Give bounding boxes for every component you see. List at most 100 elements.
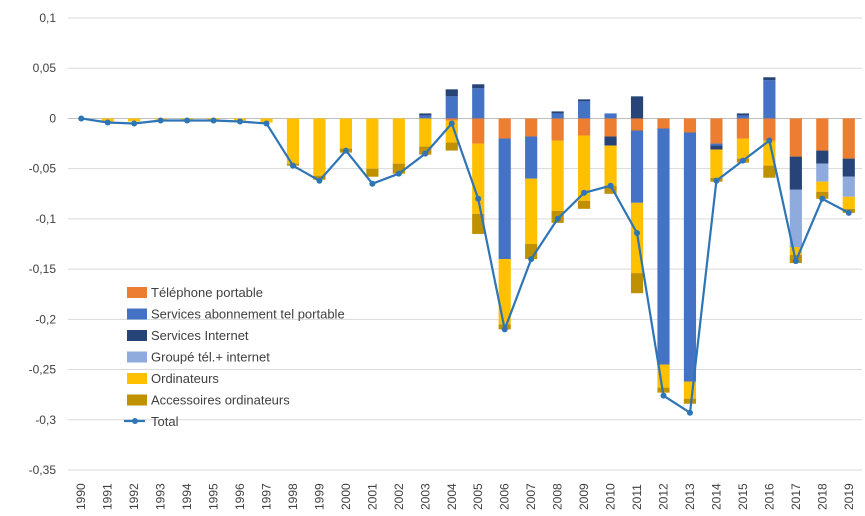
- x-tick-label: 2013: [683, 483, 697, 510]
- bar-segment: [763, 80, 776, 119]
- bar-segment: [816, 150, 829, 164]
- bar-segment: [604, 118, 617, 137]
- bar-segment: [604, 185, 617, 194]
- bar-segment: [419, 146, 432, 155]
- bar-segment: [604, 145, 617, 186]
- bar-segment: [604, 113, 617, 119]
- x-tick-label: 2011: [630, 484, 644, 510]
- legend-label: Services abonnement tel portable: [151, 307, 345, 322]
- bar-segment: [472, 143, 485, 214]
- legend-label: Ordinateurs: [151, 371, 219, 386]
- bar-segment: [710, 143, 723, 146]
- bar-segment: [392, 118, 405, 164]
- bar-segment: [710, 149, 723, 178]
- total-point: [263, 120, 270, 127]
- x-tick-label: 2019: [842, 483, 856, 510]
- total-point: [104, 119, 111, 126]
- bar-segment: [816, 163, 829, 182]
- y-tick-label: -0,25: [29, 363, 57, 377]
- bar-segment: [578, 118, 591, 136]
- x-tick-label: 1994: [180, 483, 194, 510]
- total-point: [766, 137, 773, 144]
- total-point: [131, 120, 138, 127]
- total-point: [157, 117, 164, 124]
- bar-segment: [683, 118, 697, 133]
- bar-segment: [578, 200, 591, 209]
- legend-swatch: [127, 330, 147, 341]
- bar-segment: [525, 136, 538, 179]
- x-tick-label: 2008: [551, 483, 565, 510]
- bar-segment: [763, 77, 776, 81]
- y-tick-label: -0,2: [35, 312, 56, 326]
- total-point: [739, 157, 746, 164]
- x-tick-label: 1998: [286, 483, 300, 510]
- bar-segment: [445, 118, 458, 121]
- bar-segment: [419, 118, 432, 147]
- bar-segment: [525, 118, 538, 137]
- x-axis: 1990 1991 1992 1993 1994 1995 1996 1997 1998 1999…: [74, 483, 856, 510]
- bar-segment: [472, 88, 485, 119]
- bar-segment: [445, 89, 458, 97]
- bar-segment: [789, 189, 802, 248]
- total-point: [581, 189, 588, 196]
- total-point: [448, 120, 455, 127]
- bar-segment: [313, 118, 326, 176]
- total-point: [184, 117, 191, 124]
- legend-label: Total: [151, 414, 179, 429]
- y-tick-label: -0,1: [35, 212, 56, 226]
- bar-segment: [128, 118, 141, 122]
- bar-segment: [789, 247, 802, 256]
- bar-segment: [551, 140, 564, 211]
- y-tick-label: 0,05: [33, 61, 57, 75]
- bar-segment: [551, 113, 564, 119]
- bar-segment: [392, 163, 405, 174]
- bar-segment: [286, 118, 300, 164]
- x-tick-label: 2015: [736, 483, 750, 510]
- y-tick-label: -0,05: [29, 162, 57, 176]
- x-tick-label: 2016: [762, 483, 776, 510]
- x-tick-label: 1996: [233, 483, 247, 510]
- total-point: [634, 229, 641, 236]
- bar-segment: [419, 115, 432, 119]
- x-tick-label: 1992: [127, 483, 141, 510]
- y-tick-label: -0,15: [29, 262, 57, 276]
- x-tick-label: 1993: [154, 483, 168, 510]
- total-point: [289, 162, 296, 169]
- bar-segment: [578, 101, 591, 119]
- x-tick-label: 2000: [339, 483, 353, 510]
- y-tick-label: 0,1: [39, 11, 56, 25]
- x-tick-label: 2005: [471, 483, 485, 510]
- bar-segment: [630, 96, 644, 119]
- bar-segment: [578, 135, 591, 201]
- bar-segment: [498, 118, 511, 139]
- bar-segment: [683, 132, 697, 382]
- legend-marker-total: [132, 418, 138, 424]
- total-point: [369, 180, 376, 187]
- legend-swatch: [127, 373, 147, 384]
- bar-segment: [683, 398, 697, 404]
- total-point: [395, 170, 402, 177]
- bar-segment: [604, 136, 617, 146]
- x-tick-label: 2010: [604, 483, 618, 510]
- x-tick-label: 2012: [657, 483, 671, 510]
- x-tick-label: 2014: [709, 483, 723, 510]
- bar-segment: [313, 175, 326, 180]
- bar-segment: [630, 118, 644, 131]
- total-point: [713, 177, 720, 184]
- bar-segment: [445, 96, 458, 119]
- x-tick-label: 2004: [445, 483, 459, 510]
- gridlines: [68, 17, 862, 471]
- y-tick-label: 0: [49, 111, 56, 125]
- bar-segment: [710, 145, 723, 150]
- y-axis: 0,1 0,05 0 -0,05 -0,1 -0,15 -0,2 -0,25 -0,3 -0,35: [29, 11, 57, 477]
- bar-segment: [551, 118, 564, 141]
- x-tick-label: 2002: [392, 483, 406, 510]
- x-tick-label: 1991: [101, 483, 115, 510]
- bar-segment: [657, 118, 670, 129]
- bar-segment: [816, 191, 829, 199]
- total-point: [501, 326, 508, 333]
- total-point: [475, 195, 482, 202]
- total-point: [554, 215, 561, 222]
- bar-segment: [816, 118, 829, 151]
